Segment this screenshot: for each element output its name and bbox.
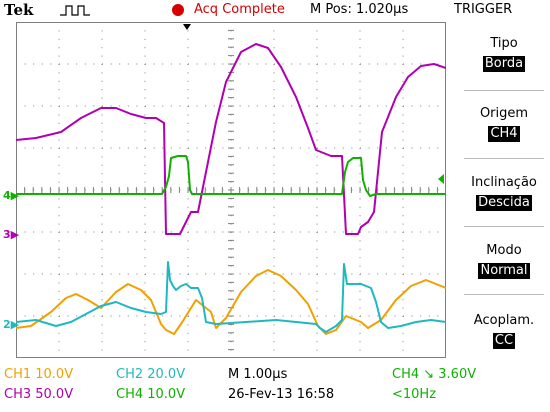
ch4-scale: CH4 10.0V	[116, 387, 186, 402]
trigger-readout: CH4 ↘ 3.60V	[392, 367, 477, 382]
menu-divider	[464, 226, 544, 227]
status-bar: Tek Acq Complete M Pos: 1.020µs TRIGGER	[0, 0, 550, 22]
ch2-waveform	[16, 261, 446, 333]
menu-tipo-button[interactable]: Tipo Borda	[458, 36, 550, 72]
menu-tipo-value: Borda	[482, 56, 526, 72]
ch3-scale: CH3 50.0V	[4, 387, 74, 402]
menu-divider	[464, 90, 544, 91]
menu-modo-label: Modo	[486, 243, 522, 258]
menu-origem-label: Origem	[479, 106, 529, 121]
brand-logo: Tek	[4, 1, 34, 19]
menu-inclinacao-label: Inclinação	[471, 175, 537, 190]
menu-origem-button[interactable]: Origem CH4	[458, 106, 550, 142]
acquisition-status: Acq Complete	[194, 2, 285, 17]
trigger-position-icon	[183, 24, 191, 30]
waveform-graticule	[16, 22, 446, 358]
run-status-icon	[172, 4, 184, 16]
menu-title: TRIGGER	[454, 2, 513, 17]
ch2-ground-marker: 2▶	[3, 318, 20, 331]
ch1-scale: CH1 10.0V	[4, 367, 74, 382]
menu-inclinacao-button[interactable]: Inclinação Descida	[458, 175, 550, 211]
channel-readout-bar: CH1 10.0V CH2 20.0V CH3 50.0V CH4 10.0V …	[0, 360, 550, 412]
menu-modo-value: Normal	[478, 263, 530, 279]
menu-divider	[464, 158, 544, 159]
date-time: 26-Fev-13 16:58	[228, 387, 335, 402]
ch1-waveform	[16, 269, 446, 335]
trigger-frequency: <10Hz	[392, 387, 437, 402]
menu-acoplam-label: Acoplam.	[473, 313, 535, 328]
timebase-readout: M 1.00µs	[228, 367, 288, 382]
trigger-side-menu: Tipo Borda Origem CH4 Inclinação Descida…	[458, 22, 550, 358]
ch3-waveform	[16, 43, 446, 235]
ch4-ground-marker: 4▶	[3, 189, 20, 202]
waveform-display[interactable]	[16, 22, 446, 358]
ch2-scale: CH2 20.0V	[116, 367, 186, 382]
trigger-level-icon	[438, 174, 444, 184]
menu-inclinacao-value: Descida	[476, 195, 532, 211]
trigger-state-icon	[60, 5, 90, 16]
ch3-ground-marker: 3▶	[3, 228, 20, 241]
menu-modo-button[interactable]: Modo Normal	[458, 243, 550, 279]
ch4-waveform	[16, 155, 446, 197]
menu-acoplam-value: CC	[492, 333, 516, 349]
menu-tipo-label: Tipo	[490, 36, 518, 51]
menu-acoplam-button[interactable]: Acoplam. CC	[458, 313, 550, 349]
menu-origem-value: CH4	[488, 126, 520, 142]
horizontal-position: M Pos: 1.020µs	[310, 2, 409, 17]
graticule-grid	[16, 22, 446, 358]
menu-divider	[464, 294, 544, 295]
